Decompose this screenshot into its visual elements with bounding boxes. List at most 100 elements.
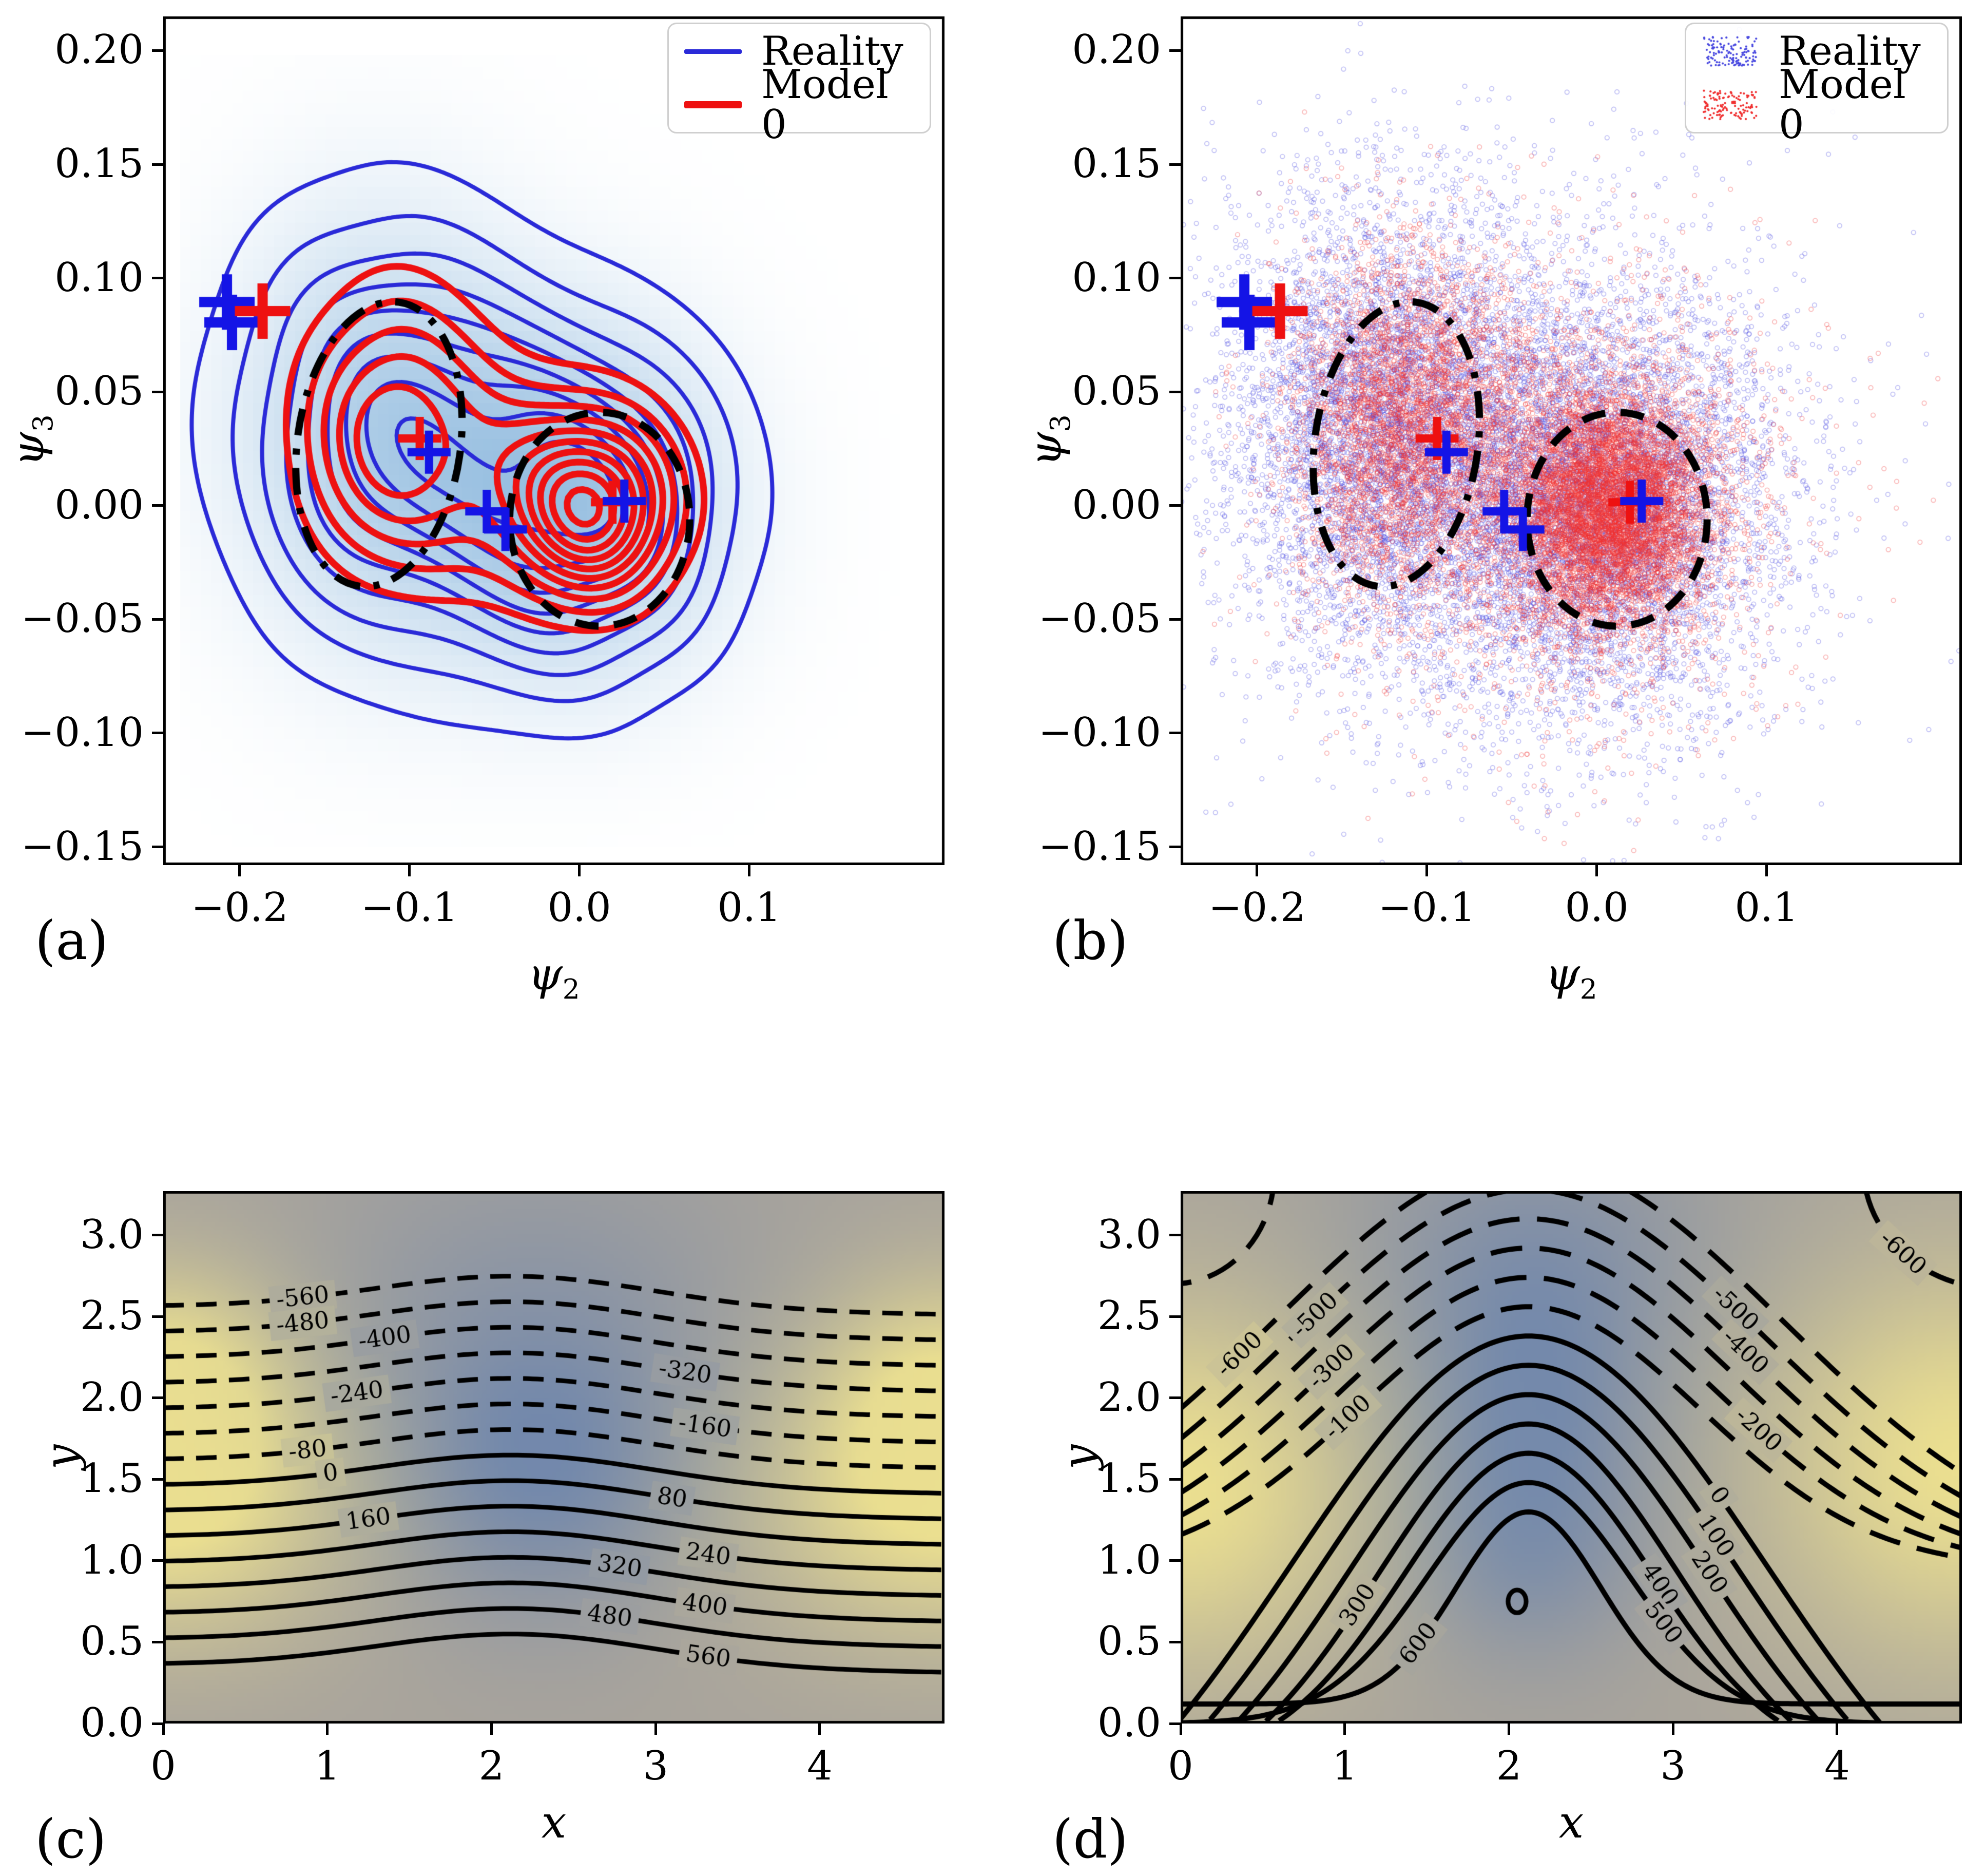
panel-a-ytick-mark [152, 163, 163, 166]
panel-a-xaxis-label: ψ2 [528, 949, 580, 1006]
panel-b-ytick-mark [1169, 732, 1181, 735]
panel-b-xtick-mark [1256, 865, 1259, 876]
panel-c-ytick-label: 2.0 [80, 1374, 144, 1421]
panel-a-xtick-mark [748, 865, 750, 876]
panel-b-ytick-mark [1169, 277, 1181, 280]
panel-a-ytick-label: −0.15 [21, 823, 144, 870]
reality-scatter-swatch [1702, 35, 1759, 68]
panel-a-yaxis-label: ψ3 [2, 414, 60, 467]
panel-d-ytick-label: 1.0 [1097, 1537, 1161, 1583]
panel-c-ytick-label: 0.0 [80, 1700, 144, 1746]
panel-a-xtick-mark [408, 865, 411, 876]
panel-a-xtick-label: 0.1 [717, 885, 781, 931]
panel-b-ytick-label: −0.15 [1038, 823, 1161, 870]
panel-d-ytick-mark [1169, 1559, 1181, 1562]
panel-c-ytick-label: 1.0 [80, 1537, 144, 1583]
panel-a-xtick-mark [238, 865, 241, 876]
panel-c-xtick-label: 2 [478, 1743, 505, 1789]
panel-d-caption: (d) [1052, 1808, 1128, 1870]
panel-c-ytick-mark [152, 1722, 163, 1725]
panel-a-ytick-label: 0.00 [54, 482, 144, 528]
panel-b-xtick-mark [1765, 865, 1768, 876]
legend-item-reality-scatter: Reality [1702, 31, 1932, 71]
panel-a-ytick-label: 0.10 [54, 254, 144, 301]
panel-a-xtick-label: −0.1 [361, 885, 458, 931]
panel-c-xtick-mark [490, 1724, 493, 1735]
panel-a-ytick-mark [152, 390, 163, 393]
panel-b-ytick-label: −0.10 [1038, 709, 1161, 756]
reality-line-swatch [684, 49, 742, 54]
panel-d-xtick-label: 2 [1496, 1743, 1522, 1789]
panel-b-ytick-label: −0.05 [1038, 596, 1161, 642]
panel-d-xaxis-label: x [1558, 1797, 1584, 1848]
panel-d-xtick-label: 4 [1824, 1743, 1850, 1789]
panel-b-ytick-label: 0.00 [1072, 482, 1161, 528]
panel-d-plot-canvas [1181, 1191, 1962, 1724]
panel-d-xtick-mark [1671, 1724, 1674, 1735]
panel-b-xtick-label: 0.0 [1565, 885, 1629, 931]
panel-d-xtick-label: 1 [1332, 1743, 1358, 1789]
panel-a-xtick-label: −0.2 [191, 885, 288, 931]
panel-c-ytick-mark [152, 1315, 163, 1318]
panel-c-xtick-label: 3 [643, 1743, 669, 1789]
panel-b-ytick-mark [1169, 163, 1181, 166]
panel-b-ytick-mark [1169, 504, 1181, 507]
panel-b-ytick-label: 0.05 [1072, 368, 1161, 415]
panel-d-xtick-mark [1507, 1724, 1510, 1735]
panel-c-xtick-mark [818, 1724, 821, 1735]
panel-c-xaxis-label: x [541, 1797, 567, 1848]
panel-c-ytick-label: 1.5 [80, 1456, 144, 1502]
panel-d-ytick-mark [1169, 1315, 1181, 1318]
panel-a-caption: (a) [35, 909, 109, 972]
panel-c-ytick-label: 0.5 [80, 1618, 144, 1665]
panel-b-xtick-mark [1595, 865, 1598, 876]
panel-d-ytick-label: 3.0 [1097, 1211, 1161, 1258]
panel-c-ytick-label: 3.0 [80, 1211, 144, 1258]
panel-b-plot-canvas [1181, 16, 1962, 865]
panel-d-xtick-mark [1179, 1724, 1182, 1735]
panel-c-xtick-mark [326, 1724, 329, 1735]
panel-b-yaxis-label: ψ3 [1019, 414, 1077, 467]
panel-b-xtick-label: −0.1 [1378, 885, 1476, 931]
panel-a-xtick-label: 0.0 [547, 885, 611, 931]
panel-b-ytick-label: 0.15 [1072, 141, 1161, 187]
panel-a-ytick-mark [152, 618, 163, 621]
panel-a-ytick-label: 0.05 [54, 368, 144, 415]
panel-d-ytick-mark [1169, 1722, 1181, 1725]
model0-scatter-swatch [1702, 88, 1759, 121]
panel-d-xtick-label: 0 [1168, 1743, 1193, 1789]
panel-b-ytick-mark [1169, 49, 1181, 52]
panel-d-ytick-mark [1169, 1396, 1181, 1400]
panel-d-ytick-label: 0.0 [1097, 1700, 1161, 1746]
panel-b-ytick-mark [1169, 618, 1181, 621]
panel-a-ytick-mark [152, 49, 163, 52]
legend-item-model0-scatter: Model 0 [1702, 65, 1932, 145]
panel-a-ytick-mark [152, 277, 163, 280]
model0-line-swatch [684, 101, 742, 108]
panel-b-ytick-mark [1169, 846, 1181, 849]
panel-c-ytick-mark [152, 1396, 163, 1400]
panel-a-ytick-label: 0.15 [54, 141, 144, 187]
panel-c-ytick-mark [152, 1478, 163, 1481]
panel-d-ytick-label: 0.5 [1097, 1618, 1161, 1665]
panel-b-ytick-mark [1169, 390, 1181, 393]
panel-a-legend: Reality Model 0 [667, 23, 931, 145]
panel-c-ytick-label: 2.5 [80, 1293, 144, 1339]
panel-b-ytick-label: 0.20 [1072, 27, 1161, 73]
panel-c-ytick-mark [152, 1640, 163, 1643]
panel-c-xtick-label: 0 [150, 1743, 176, 1789]
legend-item-reality: Reality [684, 31, 914, 71]
panel-a-ytick-mark [152, 732, 163, 735]
panel-b-xaxis-label: ψ2 [1545, 949, 1597, 1006]
panel-a-xtick-mark [578, 865, 581, 876]
panel-b-ytick-label: 0.10 [1072, 254, 1161, 301]
panel-d-xtick-mark [1343, 1724, 1346, 1735]
panel-d-xtick-mark [1836, 1724, 1839, 1735]
panel-d-ytick-mark [1169, 1640, 1181, 1643]
panel-c-xtick-mark [162, 1724, 165, 1735]
panel-d-ytick-mark [1169, 1234, 1181, 1237]
panel-c-ytick-mark [152, 1234, 163, 1237]
panel-c-ytick-mark [152, 1559, 163, 1562]
panel-a-ytick-label: 0.20 [54, 27, 144, 73]
